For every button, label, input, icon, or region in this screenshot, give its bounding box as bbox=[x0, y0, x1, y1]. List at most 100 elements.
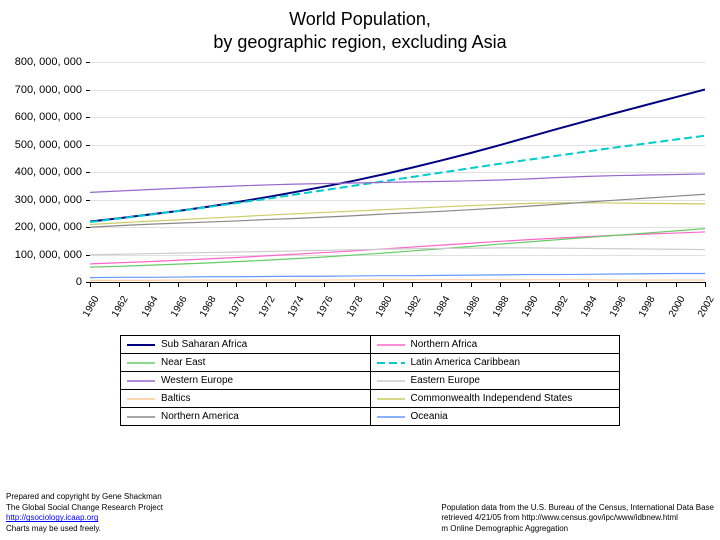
footer-right-line1: Population data from the U.S. Bureau of … bbox=[441, 503, 714, 513]
legend-row: Near East Latin America Caribbean bbox=[121, 354, 619, 372]
legend-item: Baltics bbox=[121, 390, 371, 407]
x-axis-label: 1996 bbox=[608, 294, 629, 319]
x-axis-label: 1984 bbox=[432, 294, 453, 319]
y-tick bbox=[86, 255, 90, 256]
footer-left-line1: Prepared and copyright by Gene Shackman bbox=[6, 492, 163, 502]
legend-label: Eastern Europe bbox=[411, 375, 481, 386]
y-tick bbox=[86, 200, 90, 201]
legend-swatch bbox=[377, 376, 405, 386]
legend-label: Near East bbox=[161, 357, 205, 368]
x-axis-label: 1994 bbox=[579, 294, 600, 319]
series-line bbox=[90, 90, 705, 222]
x-axis-label: 1966 bbox=[169, 294, 190, 319]
x-tick bbox=[354, 282, 355, 287]
legend-item: Commonwealth Independend States bbox=[371, 390, 620, 407]
legend-item: Western Europe bbox=[121, 372, 371, 389]
chart-lines-svg bbox=[90, 62, 705, 282]
legend-label: Western Europe bbox=[161, 375, 233, 386]
legend-swatch bbox=[377, 412, 405, 422]
y-tick bbox=[86, 62, 90, 63]
x-tick bbox=[471, 282, 472, 287]
x-axis-label: 1988 bbox=[491, 294, 512, 319]
legend-swatch bbox=[127, 358, 155, 368]
series-line bbox=[90, 248, 705, 255]
footer-right-line2: retrieved 4/21/05 from http://www.census… bbox=[441, 513, 714, 523]
x-axis-label: 1978 bbox=[345, 294, 366, 319]
x-axis-label: 1972 bbox=[257, 294, 278, 319]
x-axis-label: 2002 bbox=[696, 294, 717, 319]
legend-swatch bbox=[127, 394, 155, 404]
y-axis-label: 800, 000, 000 bbox=[15, 56, 82, 68]
y-tick bbox=[86, 172, 90, 173]
x-tick bbox=[559, 282, 560, 287]
y-axis-label: 300, 000, 000 bbox=[15, 194, 82, 206]
y-axis-label: 500, 000, 000 bbox=[15, 139, 82, 151]
x-axis-label: 1976 bbox=[315, 294, 336, 319]
title-line-2: by geographic region, excluding Asia bbox=[213, 32, 506, 52]
x-tick bbox=[236, 282, 237, 287]
x-axis-label: 1962 bbox=[110, 294, 131, 319]
x-axis-label: 1982 bbox=[403, 294, 424, 319]
legend-label: Oceania bbox=[411, 411, 448, 422]
series-line bbox=[90, 174, 705, 192]
legend-row: Northern America Oceania bbox=[121, 408, 619, 425]
x-tick bbox=[119, 282, 120, 287]
x-axis-line bbox=[90, 282, 705, 283]
footer-link[interactable]: http://gsociology.icaap.org bbox=[6, 513, 98, 522]
x-tick bbox=[676, 282, 677, 287]
legend-item: Oceania bbox=[371, 408, 620, 425]
x-tick bbox=[617, 282, 618, 287]
legend-item: Northern Africa bbox=[371, 336, 620, 353]
x-tick bbox=[178, 282, 179, 287]
x-axis-label: 1968 bbox=[198, 294, 219, 319]
footer-left: Prepared and copyright by Gene Shackman … bbox=[6, 492, 163, 534]
legend-label: Latin America Caribbean bbox=[411, 357, 521, 368]
x-tick bbox=[588, 282, 589, 287]
y-axis: 0100, 000, 000200, 000, 000300, 000, 000… bbox=[8, 62, 86, 282]
footer-left-line4: Charts may be used freely. bbox=[6, 524, 163, 534]
y-tick bbox=[86, 145, 90, 146]
x-tick bbox=[266, 282, 267, 287]
x-axis-label: 2000 bbox=[667, 294, 688, 319]
y-axis-label: 400, 000, 000 bbox=[15, 166, 82, 178]
legend-swatch bbox=[377, 358, 405, 368]
x-tick bbox=[383, 282, 384, 287]
legend-swatch bbox=[127, 340, 155, 350]
legend-item: Eastern Europe bbox=[371, 372, 620, 389]
legend-label: Commonwealth Independend States bbox=[411, 393, 573, 404]
legend-label: Baltics bbox=[161, 393, 190, 404]
x-tick bbox=[324, 282, 325, 287]
title-line-1: World Population, bbox=[289, 9, 431, 29]
legend-label: Northern Africa bbox=[411, 339, 478, 350]
x-tick bbox=[529, 282, 530, 287]
series-line bbox=[90, 232, 705, 264]
x-axis-label: 1960 bbox=[81, 294, 102, 319]
x-tick bbox=[149, 282, 150, 287]
plot-area bbox=[90, 62, 705, 282]
x-axis-label: 1970 bbox=[227, 294, 248, 319]
legend-row: Sub Saharan AfricaNorthern Africa bbox=[121, 336, 619, 354]
x-tick bbox=[295, 282, 296, 287]
footer-right-line3: m Online Demographic Aggregation bbox=[441, 524, 714, 534]
x-axis-label: 1998 bbox=[637, 294, 658, 319]
x-axis-label: 1986 bbox=[462, 294, 483, 319]
x-tick bbox=[207, 282, 208, 287]
x-tick bbox=[412, 282, 413, 287]
legend-swatch bbox=[127, 376, 155, 386]
x-tick bbox=[500, 282, 501, 287]
y-axis-label: 600, 000, 000 bbox=[15, 111, 82, 123]
y-axis-label: 200, 000, 000 bbox=[15, 221, 82, 233]
y-tick bbox=[86, 117, 90, 118]
y-tick bbox=[86, 90, 90, 91]
y-axis-label: 0 bbox=[76, 276, 82, 288]
legend-swatch bbox=[377, 394, 405, 404]
x-axis-label: 1990 bbox=[520, 294, 541, 319]
x-axis-labels: 1960196219641966196819701972197419761978… bbox=[90, 290, 705, 330]
y-tick bbox=[86, 227, 90, 228]
legend-row: Baltics Commonwealth Independend States bbox=[121, 390, 619, 408]
x-tick bbox=[646, 282, 647, 287]
legend-item: Northern America bbox=[121, 408, 371, 425]
y-axis-label: 700, 000, 000 bbox=[15, 84, 82, 96]
y-axis-label: 100, 000, 000 bbox=[15, 249, 82, 261]
series-line bbox=[90, 273, 705, 277]
